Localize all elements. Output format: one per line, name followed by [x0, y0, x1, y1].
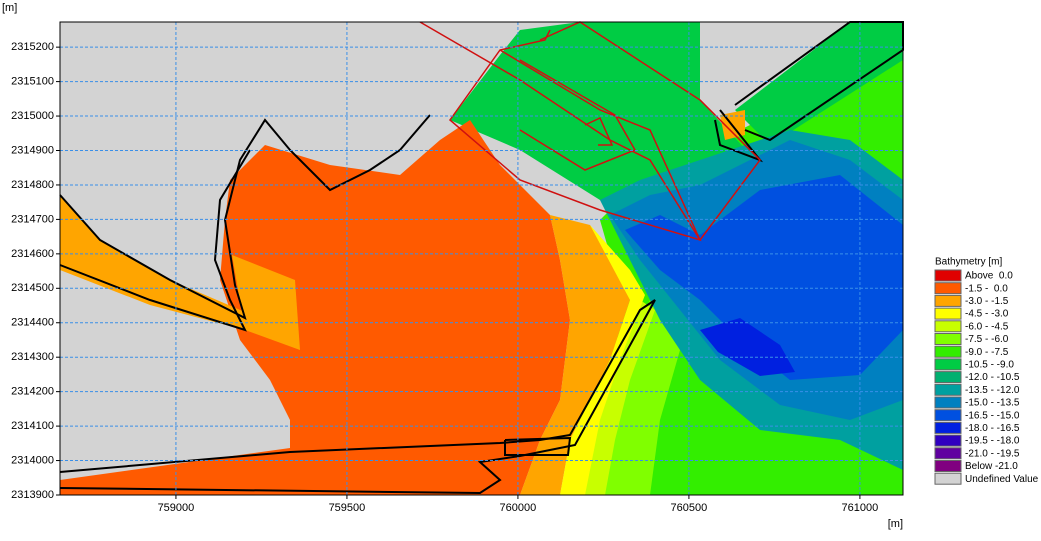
- legend-label: -12.0 - -10.5: [965, 372, 1020, 383]
- legend-label: -10.5 - -9.0: [965, 360, 1014, 371]
- depth-zone: [520, 215, 630, 495]
- depth-zone: [60, 195, 245, 330]
- legend-label: -9.0 - -7.5: [965, 347, 1009, 358]
- legend-label: -21.0 - -19.5: [965, 448, 1020, 459]
- legend-swatch: [934, 371, 962, 384]
- legend-swatch: [934, 447, 962, 460]
- legend-label: Above 0.0: [965, 271, 1013, 282]
- outline: [714, 109, 764, 163]
- structure-outline: [539, 21, 761, 241]
- y-tick-label: 2314100: [11, 420, 54, 432]
- y-axis-label: [m]: [2, 2, 17, 14]
- plot-frame: [59, 21, 904, 496]
- legend-label: -6.0 - -4.5: [965, 321, 1009, 332]
- legend-swatch: [934, 434, 962, 447]
- y-tick-label: 2314200: [11, 386, 54, 398]
- legend-swatch: [934, 421, 962, 434]
- structure-outline: [584, 116, 614, 146]
- legend-swatch: [934, 320, 962, 333]
- y-tick-label: 2314900: [11, 144, 54, 156]
- y-tick-label: 2314300: [11, 351, 54, 363]
- legend-swatch: [934, 358, 962, 371]
- legend-label: -4.5 - -3.0: [965, 309, 1009, 320]
- legend-title: Bathymetry [m]: [935, 257, 1002, 268]
- y-tick-label: 2314000: [11, 454, 54, 466]
- legend-swatch: [934, 345, 962, 358]
- y-tick-label: 2315000: [11, 110, 54, 122]
- x-axis-label: [m]: [888, 518, 903, 530]
- legend-label: -1.5 - 0.0: [965, 283, 1008, 294]
- x-tick-label: 760000: [500, 502, 537, 514]
- legend-swatch: [934, 409, 962, 422]
- y-tick-label: 2314500: [11, 282, 54, 294]
- x-tick-label: 759000: [158, 502, 195, 514]
- outline: [504, 436, 572, 456]
- outline: [59, 299, 656, 495]
- legend-swatch: [934, 282, 962, 295]
- legend-label: -16.5 - -15.0: [965, 410, 1020, 421]
- y-tick-label: 2314600: [11, 248, 54, 260]
- y-tick-label: 2314700: [11, 213, 54, 225]
- legend-label: -18.0 - -16.5: [965, 423, 1020, 434]
- y-tick-label: 2315200: [11, 41, 54, 53]
- legend-label: -15.0 - -13.5: [965, 398, 1020, 409]
- depth-zone: [60, 120, 570, 495]
- y-tick-label: 2314800: [11, 179, 54, 191]
- legend-swatch: [934, 472, 962, 485]
- outline: [59, 149, 251, 332]
- depth-zone: [735, 22, 903, 145]
- axes: 2313900 2314000 2314100 2314200 2314300 23144…: [11, 21, 904, 514]
- x-tick-label: 761000: [842, 502, 879, 514]
- legend-swatch: [934, 333, 962, 345]
- legend-swatch: [934, 307, 962, 320]
- legend-swatch: [934, 269, 962, 282]
- depth-zone: [560, 225, 645, 495]
- legend-label: -7.5 - -6.0: [965, 334, 1009, 345]
- legend: Bathymetry [m] Above 0.0-1.5 - 0.0 -3.0 - …: [934, 257, 1039, 485]
- x-tick-label: 760500: [671, 502, 708, 514]
- depth-zone: [700, 318, 795, 376]
- legend-label: -19.5 - -18.0: [965, 436, 1020, 447]
- legend-label: Undefined Value: [965, 474, 1039, 485]
- depth-zone: [625, 175, 903, 380]
- depth-zone: [232, 255, 300, 350]
- plot-area: [59, 21, 904, 496]
- x-tick-label: 759500: [329, 502, 366, 514]
- legend-swatch: [934, 396, 962, 409]
- y-tick-label: 2315100: [11, 76, 54, 88]
- legend-label: -3.0 - -1.5: [965, 296, 1009, 307]
- legend-swatch: [934, 460, 962, 472]
- legend-label: Below -21.0: [965, 461, 1018, 472]
- legend-swatch: [934, 383, 962, 396]
- y-tick-label: 2314400: [11, 317, 54, 329]
- legend-swatch: [934, 294, 962, 307]
- y-tick-label: 2313900: [11, 489, 54, 501]
- outline: [59, 114, 431, 320]
- legend-label: -13.5 - -12.0: [965, 385, 1020, 396]
